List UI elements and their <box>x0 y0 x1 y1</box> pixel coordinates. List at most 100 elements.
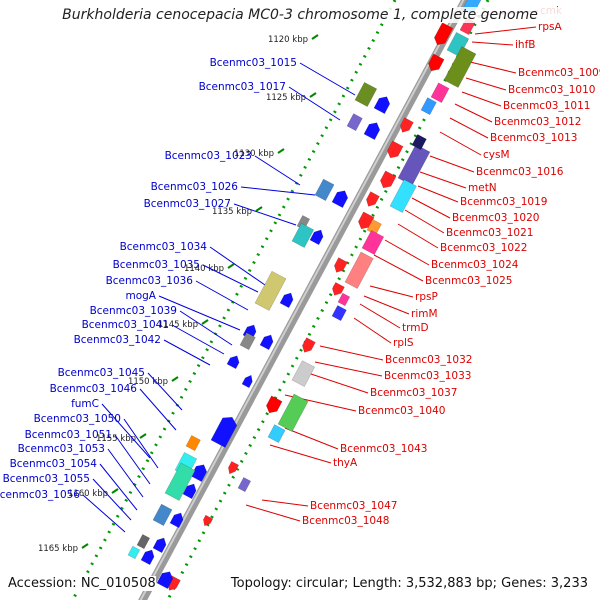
gene-label-moga[interactable]: mogA <box>125 290 156 302</box>
gene-label-bcenmc03-1032[interactable]: Bcenmc03_1032 <box>385 354 472 366</box>
gene-block[interactable] <box>432 22 454 48</box>
gene-block[interactable] <box>241 373 255 389</box>
gene-label-bcenmc03-1024[interactable]: Bcenmc03_1024 <box>431 259 519 271</box>
gene-label-bcenmc03-1022[interactable]: Bcenmc03_1022 <box>440 242 527 254</box>
gene-block[interactable] <box>331 188 350 208</box>
gene-label-bcenmc03-1023[interactable]: Bcenmc03_1023 <box>165 150 252 162</box>
gene-block[interactable] <box>373 94 392 114</box>
gene-block[interactable] <box>136 534 151 550</box>
gene-label-bcenmc03-1020[interactable]: Bcenmc03_1020 <box>452 212 539 224</box>
gene-block[interactable] <box>364 191 380 209</box>
gene-label-bcenmc03-1012[interactable]: Bcenmc03_1012 <box>494 116 581 128</box>
gene-label-bcenmc03-1035[interactable]: Bcenmc03_1035 <box>113 259 200 271</box>
gene-block[interactable] <box>185 435 201 452</box>
gene-block[interactable] <box>389 179 417 213</box>
gene-label-bcenmc03-1042[interactable]: Bcenmc03_1042 <box>74 334 161 346</box>
gene-label-bcenmc03-1034[interactable]: Bcenmc03_1034 <box>120 241 208 253</box>
gene-label-rimm[interactable]: rimM <box>411 308 438 320</box>
gene-block[interactable] <box>264 395 283 416</box>
gene-block[interactable] <box>385 140 404 161</box>
gene-label-ihfb[interactable]: ihfB <box>515 39 535 51</box>
gene-label-bcenmc03-1027[interactable]: Bcenmc03_1027 <box>144 198 231 210</box>
gene-block[interactable] <box>291 223 315 248</box>
gene-block[interactable] <box>411 134 427 151</box>
gene-block[interactable] <box>226 461 240 475</box>
gene-block[interactable] <box>164 462 196 501</box>
gene-label-bcenmc03-1043[interactable]: Bcenmc03_1043 <box>340 443 427 455</box>
gene-block[interactable] <box>140 548 156 566</box>
gene-label-bcenmc03-1054[interactable]: Bcenmc03_1054 <box>10 458 98 470</box>
gene-block[interactable] <box>152 503 173 526</box>
gene-block[interactable] <box>378 170 397 191</box>
gene-block[interactable] <box>346 113 363 132</box>
gene-block[interactable] <box>279 291 295 309</box>
gene-label-bcenmc03-1010[interactable]: Bcenmc03_1010 <box>508 84 595 96</box>
gene-label-bcenmc03-1056[interactable]: Bcenmc03_1056 <box>0 489 80 501</box>
gene-block[interactable] <box>152 536 168 554</box>
gene-label-bcenmc03-1036[interactable]: Bcenmc03_1036 <box>106 275 194 287</box>
gene-block[interactable] <box>426 53 445 74</box>
gene-label-bcenmc03-1013[interactable]: Bcenmc03_1013 <box>490 132 577 144</box>
gene-block[interactable] <box>397 144 431 186</box>
gene-label-bcenmc03-1046[interactable]: Bcenmc03_1046 <box>50 383 138 395</box>
gene-block[interactable] <box>201 514 214 528</box>
gene-block[interactable] <box>254 270 287 311</box>
gene-block[interactable] <box>300 337 316 355</box>
gene-block[interactable] <box>237 477 252 493</box>
gene-label-rpls[interactable]: rplS <box>393 337 414 349</box>
gene-block[interactable] <box>156 569 175 589</box>
gene-label-bcenmc03-1017[interactable]: Bcenmc03_1017 <box>199 81 286 93</box>
gene-block[interactable] <box>314 178 335 201</box>
gene-label-bcenmc03-1025[interactable]: Bcenmc03_1025 <box>425 275 512 287</box>
gene-block[interactable] <box>430 82 450 103</box>
gene-label-bcenmc03-1015[interactable]: Bcenmc03_1015 <box>210 57 297 69</box>
gene-block[interactable] <box>363 120 382 140</box>
gene-block[interactable] <box>277 393 309 432</box>
gene-block[interactable] <box>239 332 256 351</box>
gene-label-bcenmc03-1055[interactable]: Bcenmc03_1055 <box>3 473 90 485</box>
gene-block[interactable] <box>226 353 241 370</box>
gene-block[interactable] <box>210 414 239 448</box>
gene-block[interactable] <box>459 17 476 36</box>
gene-label-bcenmc03-1048[interactable]: Bcenmc03_1048 <box>302 515 389 527</box>
gene-label-bcenmc03-1037[interactable]: Bcenmc03_1037 <box>370 387 457 399</box>
gene-block[interactable] <box>420 97 437 116</box>
gene-block[interactable] <box>361 230 385 255</box>
gene-block[interactable] <box>267 424 286 443</box>
gene-label-bcenmc03-1050[interactable]: Bcenmc03_1050 <box>34 413 121 425</box>
gene-block[interactable] <box>190 462 209 482</box>
gene-block[interactable] <box>169 511 185 529</box>
gene-label-metn[interactable]: metN <box>468 182 497 194</box>
gene-block[interactable] <box>398 117 414 135</box>
gene-label-bcenmc03-1047[interactable]: Bcenmc03_1047 <box>310 500 397 512</box>
gene-label-bcenmc03-1045[interactable]: Bcenmc03_1045 <box>58 367 145 379</box>
gene-label-bcenmc03-1019[interactable]: Bcenmc03_1019 <box>460 196 547 208</box>
gene-block[interactable] <box>127 545 141 560</box>
gene-block[interactable] <box>331 305 347 322</box>
gene-label-fumc[interactable]: fumC <box>71 398 99 410</box>
gene-label-bcenmc03-1039[interactable]: Bcenmc03_1039 <box>90 305 177 317</box>
gene-block[interactable] <box>332 257 348 275</box>
gene-label-bcenmc03-1026[interactable]: Bcenmc03_1026 <box>151 181 239 193</box>
gene-block[interactable] <box>443 46 477 88</box>
gene-block[interactable] <box>330 282 345 297</box>
gene-label-bcenmc03-1033[interactable]: Bcenmc03_1033 <box>384 370 471 382</box>
gene-label-bcenmc03-1041[interactable]: Bcenmc03_1041 <box>82 319 169 331</box>
gene-block[interactable] <box>309 228 325 246</box>
gene-label-trmd[interactable]: trmD <box>402 322 429 334</box>
gene-label-bcenmc03-1016[interactable]: Bcenmc03_1016 <box>476 166 564 178</box>
gene-label-cysm[interactable]: cysM <box>483 149 510 161</box>
gene-label-bcenmc03-1040[interactable]: Bcenmc03_1040 <box>358 405 445 417</box>
gene-label-bcenmc03-1009[interactable]: Bcenmc03_1009 <box>518 67 600 79</box>
gene-block[interactable] <box>337 292 351 307</box>
gene-label-rpsp[interactable]: rpsP <box>415 291 438 303</box>
gene-block[interactable] <box>259 333 275 351</box>
gene-label-cmk[interactable]: cmk <box>540 5 563 17</box>
gene-block[interactable] <box>291 360 316 387</box>
gene-label-bcenmc03-1021[interactable]: Bcenmc03_1021 <box>446 227 533 239</box>
gene-label-bcenmc03-1053[interactable]: Bcenmc03_1053 <box>18 443 105 455</box>
gene-label-rpsa[interactable]: rpsA <box>538 21 562 33</box>
gene-block[interactable] <box>182 482 198 500</box>
gene-label-bcenmc03-1011[interactable]: Bcenmc03_1011 <box>503 100 590 112</box>
gene-label-bcenmc03-1051[interactable]: Bcenmc03_1051 <box>25 429 112 441</box>
